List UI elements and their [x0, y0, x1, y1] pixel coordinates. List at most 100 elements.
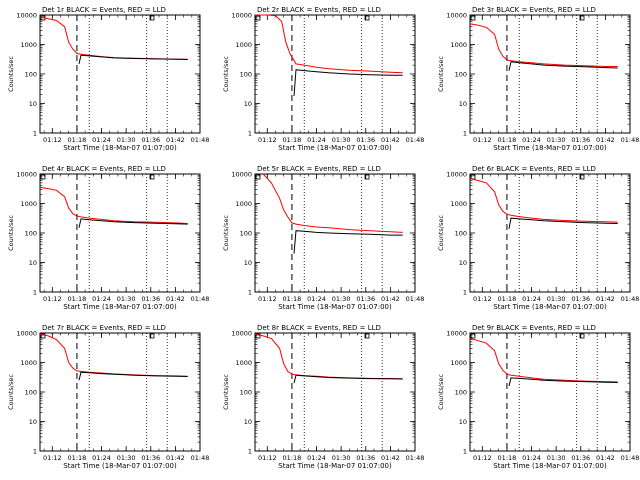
events-rate-line	[293, 374, 403, 384]
detector-panel: Det 5r BLACK = Events, RED = LLD 1 10 100 10…	[222, 165, 424, 311]
x-tick-label: 01:48	[406, 136, 425, 144]
y-tick-label: 1000	[20, 359, 37, 367]
y-tick-label: 1	[463, 130, 467, 138]
events-rate-line	[508, 377, 618, 387]
y-tick-label: 1000	[235, 359, 252, 367]
corner-marker-right	[579, 15, 585, 21]
y-tick-label: 10000	[231, 171, 252, 179]
plot-frame	[39, 332, 201, 452]
panel-title: Det 5r BLACK = Events, RED = LLD	[257, 165, 381, 173]
lld-rate-line	[469, 23, 618, 67]
x-tick-label: 01:18	[68, 136, 87, 144]
x-tick-label: 01:42	[166, 295, 185, 303]
y-tick-label: 100	[25, 71, 37, 79]
y-tick-label: 100	[240, 389, 252, 397]
y-tick-label: 1000	[450, 359, 467, 367]
x-tick-label: 01:42	[381, 295, 400, 303]
y-axis-label: Counts/sec	[222, 56, 230, 92]
y-tick-label: 1	[33, 289, 37, 297]
corner-marker-right	[364, 15, 370, 21]
x-axis-label: Start Time (18-Mar-07 01:07:00)	[278, 144, 392, 152]
y-tick-label: 1000	[235, 200, 252, 208]
x-tick-label: 01:48	[191, 136, 210, 144]
y-axis-label: Counts/sec	[437, 215, 445, 251]
x-tick-label: 01:30	[332, 454, 351, 462]
detector-panel: Det 4r BLACK = Events, RED = LLD 1 10 100 10…	[7, 165, 209, 311]
y-tick-label: 10	[459, 418, 467, 426]
y-tick-label: 10	[244, 259, 252, 267]
lld-rate-line	[39, 333, 188, 377]
x-tick-label: 01:30	[547, 136, 566, 144]
x-axis-label: Start Time (18-Mar-07 01:07:00)	[63, 303, 177, 311]
y-tick-label: 1000	[235, 41, 252, 49]
y-tick-label: 10000	[446, 330, 467, 338]
events-rate-line	[293, 230, 403, 254]
y-tick-label: 10	[244, 100, 252, 108]
x-axis-label: Start Time (18-Mar-07 01:07:00)	[278, 462, 392, 470]
x-tick-label: 01:18	[498, 295, 517, 303]
x-tick-label: 01:12	[258, 295, 277, 303]
x-tick-label: 01:42	[381, 136, 400, 144]
y-tick-label: 100	[25, 230, 37, 238]
corner-marker-right	[149, 174, 155, 180]
x-tick-label: 01:18	[283, 136, 302, 144]
corner-marker-right	[364, 174, 370, 180]
x-tick-label: 01:36	[571, 454, 590, 462]
x-tick-label: 01:42	[596, 136, 615, 144]
x-tick-label: 01:24	[92, 295, 111, 303]
x-tick-label: 01:12	[258, 136, 277, 144]
x-tick-label: 01:30	[547, 295, 566, 303]
x-tick-label: 01:42	[596, 295, 615, 303]
y-tick-label: 100	[25, 389, 37, 397]
panel-title: Det 2r BLACK = Events, RED = LLD	[257, 6, 381, 14]
x-tick-label: 01:36	[571, 295, 590, 303]
events-rate-line	[78, 218, 188, 228]
lld-rate-line	[39, 16, 188, 60]
panel-title: Det 7r BLACK = Events, RED = LLD	[42, 324, 166, 332]
y-tick-label: 1	[463, 448, 467, 456]
y-tick-label: 10	[244, 418, 252, 426]
x-tick-label: 01:36	[141, 136, 160, 144]
corner-marker-right	[579, 174, 585, 180]
corner-marker-right	[149, 333, 155, 339]
x-tick-label: 01:48	[406, 295, 425, 303]
x-tick-label: 01:12	[43, 454, 62, 462]
y-tick-label: 1	[33, 130, 37, 138]
panel-title: Det 9r BLACK = Events, RED = LLD	[472, 324, 596, 332]
detector-panel: Det 7r BLACK = Events, RED = LLD 1 10 100 10…	[7, 324, 209, 470]
x-tick-label: 01:18	[498, 454, 517, 462]
x-tick-label: 01:24	[92, 454, 111, 462]
x-tick-label: 01:36	[141, 454, 160, 462]
y-tick-label: 1	[248, 130, 252, 138]
x-tick-label: 01:12	[43, 136, 62, 144]
y-axis-label: Counts/sec	[222, 374, 230, 410]
x-tick-label: 01:48	[621, 136, 640, 144]
x-tick-label: 01:30	[117, 454, 136, 462]
y-tick-label: 10000	[16, 330, 37, 338]
panel-title: Det 4r BLACK = Events, RED = LLD	[42, 165, 166, 173]
x-tick-label: 01:30	[547, 454, 566, 462]
lld-rate-line	[469, 338, 618, 383]
panel-title: Det 8r BLACK = Events, RED = LLD	[257, 324, 381, 332]
y-tick-label: 10000	[231, 12, 252, 20]
x-tick-label: 01:36	[356, 454, 375, 462]
x-tick-label: 01:42	[166, 454, 185, 462]
x-tick-label: 01:30	[117, 295, 136, 303]
y-axis-label: Counts/sec	[437, 374, 445, 410]
y-tick-label: 10000	[16, 12, 37, 20]
x-tick-label: 01:42	[166, 136, 185, 144]
lld-rate-line	[262, 173, 403, 233]
y-tick-label: 1	[33, 448, 37, 456]
x-tick-label: 01:18	[68, 295, 87, 303]
y-tick-label: 1	[248, 289, 252, 297]
x-tick-label: 01:42	[596, 454, 615, 462]
x-tick-label: 01:24	[92, 136, 111, 144]
panel-title: Det 1r BLACK = Events, RED = LLD	[42, 6, 166, 14]
y-tick-label: 1	[463, 289, 467, 297]
x-tick-label: 01:48	[191, 454, 210, 462]
x-tick-label: 01:24	[522, 295, 541, 303]
x-tick-label: 01:12	[473, 136, 492, 144]
y-tick-label: 1000	[450, 41, 467, 49]
y-tick-label: 100	[455, 71, 467, 79]
y-tick-label: 10000	[16, 171, 37, 179]
